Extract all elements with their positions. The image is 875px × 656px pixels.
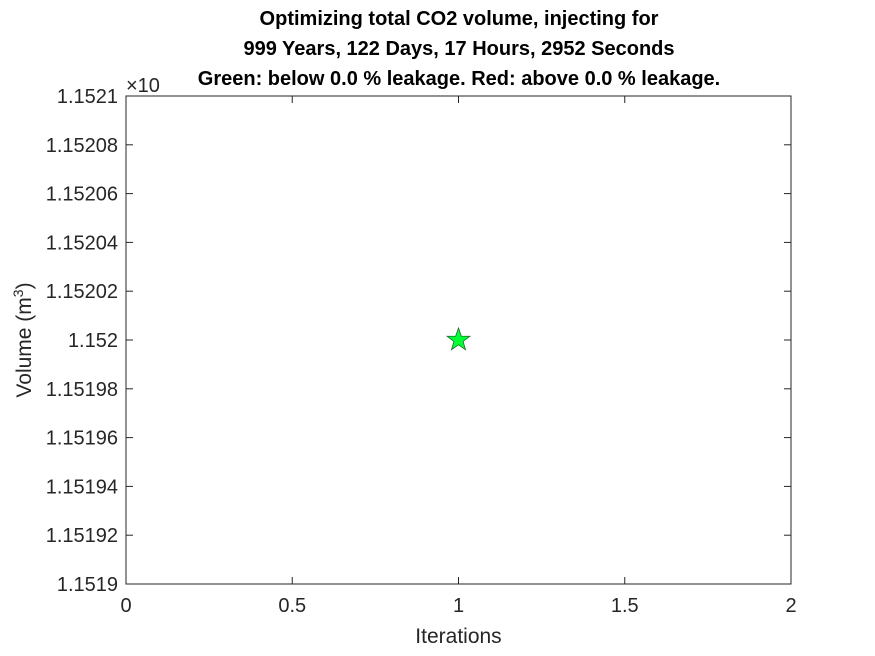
y-tick-label: 1.152: [68, 330, 118, 352]
y-tick-label: 1.15204: [46, 232, 118, 254]
y-tick-label: 1.15194: [46, 476, 118, 498]
x-tick-label: 0.5: [278, 595, 306, 617]
y-tick-label: 1.1519: [57, 574, 118, 596]
y-tick-label: 1.15202: [46, 281, 118, 303]
y-axis-label: Volume (m3): [10, 282, 36, 397]
y-tick-label: 1.15208: [46, 135, 118, 157]
x-tick-label: 1: [453, 595, 464, 617]
y-tick-label: 1.15192: [46, 525, 118, 547]
data-point-star: [445, 326, 472, 351]
chart-title-line-3: Green: below 0.0 % leakage. Red: above 0…: [197, 68, 721, 90]
plot-area-frame: [125, 95, 792, 585]
x-tick-label: 0: [120, 595, 131, 617]
x-tick-label: 2: [785, 595, 796, 617]
y-tick-label: 1.15196: [46, 428, 118, 450]
y-axis-label-text: Volume (m: [13, 297, 36, 397]
x-tick-label: 1.5: [611, 595, 639, 617]
x-axis-label: Iterations: [415, 625, 501, 648]
y-axis-label-superscript: 3: [10, 289, 26, 297]
y-axis-exponent: ×10: [126, 75, 160, 97]
y-tick-label: 1.15206: [46, 184, 118, 206]
chart-title-line-2: 999 Years, 122 Days, 17 Hours, 2952 Seco…: [243, 38, 675, 60]
y-tick-label: 1.1521: [57, 86, 118, 108]
points-layer: [445, 326, 472, 351]
y-axis-label-close: ): [13, 282, 36, 289]
labels-layer: 0 0.5 1 1.5 2 1.1519 1.15192 1.15194 1.15196 1.15…: [46, 86, 797, 617]
chart-title-line-1: Optimizing total CO2 volume, injecting f…: [259, 8, 659, 30]
y-tick-label: 1.15198: [46, 379, 118, 401]
